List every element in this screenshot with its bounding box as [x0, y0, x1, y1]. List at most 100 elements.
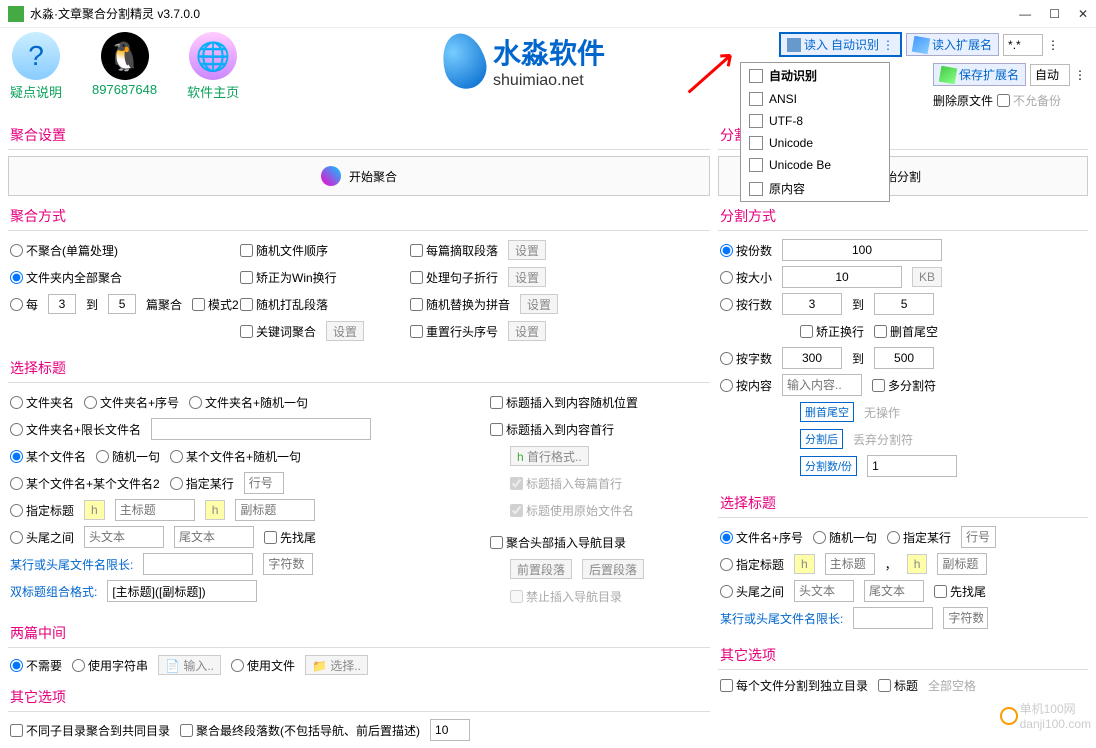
rt-lineno[interactable]: [961, 526, 996, 548]
v-l2[interactable]: [874, 293, 934, 315]
r-size[interactable]: [720, 271, 733, 284]
c-keyword[interactable]: [240, 325, 253, 338]
o-eachdir[interactable]: [720, 679, 733, 692]
c-win-newline[interactable]: [240, 271, 253, 284]
headtxt-input[interactable]: [84, 526, 164, 548]
splitcnt-btn[interactable]: 分割数/份: [800, 456, 857, 476]
t-spectitle[interactable]: [10, 504, 23, 517]
c-title-rand[interactable]: [490, 396, 503, 409]
c-extract[interactable]: [410, 244, 423, 257]
keyword-set[interactable]: 设置: [326, 321, 364, 341]
rt-tail[interactable]: [864, 580, 924, 602]
t-randline[interactable]: [96, 450, 109, 463]
rt-rand[interactable]: [813, 531, 826, 544]
t-fname[interactable]: [10, 396, 23, 409]
close-button[interactable]: ✕: [1078, 7, 1088, 21]
dual-label[interactable]: 双标题组合格式:: [10, 583, 97, 600]
rt-findtail[interactable]: [934, 585, 947, 598]
m-none[interactable]: [10, 659, 23, 672]
m-file[interactable]: [231, 659, 244, 672]
kb-btn[interactable]: KB: [912, 267, 942, 287]
o-title2[interactable]: [878, 679, 891, 692]
minimize-button[interactable]: —: [1019, 7, 1031, 21]
r-count[interactable]: [720, 244, 733, 257]
m-str[interactable]: [72, 659, 85, 672]
rt-limit-label[interactable]: 某行或头尾文件名限长:: [720, 610, 843, 627]
t-file-file2[interactable]: [10, 477, 23, 490]
rt-charcount[interactable]: [943, 607, 988, 629]
rt-main-btn[interactable]: h: [794, 554, 815, 574]
mode2-check[interactable]: [192, 298, 205, 311]
r-lines[interactable]: [720, 298, 733, 311]
radio-folder-all[interactable]: [10, 271, 23, 284]
v-l1[interactable]: [782, 293, 842, 315]
rt-fseq[interactable]: [720, 531, 733, 544]
charcount-input[interactable]: [263, 553, 313, 575]
lineno-input[interactable]: [244, 472, 284, 494]
dd-item-unicode[interactable]: Unicode: [741, 132, 889, 154]
dd-item-utf8[interactable]: UTF-8: [741, 110, 889, 132]
rt-limit[interactable]: [853, 607, 933, 629]
c-title-first[interactable]: [490, 423, 503, 436]
pinyin-set[interactable]: 设置: [520, 294, 558, 314]
findtail-check[interactable]: [264, 531, 277, 544]
c-trimht[interactable]: [874, 325, 887, 338]
saveext-button[interactable]: 保存扩展名: [933, 63, 1026, 86]
trimhead-btn[interactable]: 删首尾空: [800, 402, 854, 422]
limit-val[interactable]: [143, 553, 253, 575]
readin-button[interactable]: 读入 自动识别⋮: [779, 32, 902, 57]
each-to[interactable]: [108, 294, 136, 314]
help-button[interactable]: ? 疑点说明: [10, 32, 62, 101]
t-fname-seq[interactable]: [84, 396, 97, 409]
v-count[interactable]: [782, 239, 942, 261]
rt-head[interactable]: [794, 580, 854, 602]
c-sentence[interactable]: [410, 271, 423, 284]
dd-item-auto[interactable]: 自动识别: [741, 63, 889, 88]
maintitle-btn[interactable]: h: [84, 500, 105, 520]
radio-each[interactable]: [10, 298, 23, 311]
each-from[interactable]: [48, 294, 76, 314]
start-aggregate-button[interactable]: 开始聚合: [8, 156, 710, 196]
maximize-button[interactable]: ☐: [1049, 7, 1060, 21]
o-lastval[interactable]: [430, 719, 470, 741]
rt-sub[interactable]: [937, 553, 987, 575]
sentence-set[interactable]: 设置: [508, 267, 546, 287]
postpara-btn[interactable]: 后置段落: [582, 559, 644, 579]
qq-button[interactable]: 🐧 897687648: [92, 32, 157, 97]
dual-val[interactable]: [107, 580, 257, 602]
limit-label[interactable]: 某行或头尾文件名限长:: [10, 556, 133, 573]
c-multi[interactable]: [872, 379, 885, 392]
readext-button[interactable]: 读入扩展名: [906, 33, 999, 56]
rt-main[interactable]: [825, 553, 875, 575]
r-content[interactable]: [720, 379, 733, 392]
v-c2[interactable]: [874, 347, 934, 369]
tailtxt-input[interactable]: [174, 526, 254, 548]
rt-sub-btn[interactable]: h: [907, 554, 928, 574]
reset-set[interactable]: 设置: [508, 321, 546, 341]
v-content[interactable]: [782, 374, 862, 396]
nobackup-check[interactable]: [997, 94, 1010, 107]
t-fname-limit[interactable]: [10, 423, 23, 436]
prepara-btn[interactable]: 前置段落: [510, 559, 572, 579]
dd-item-unicodebe[interactable]: Unicode Be: [741, 154, 889, 176]
readext-input[interactable]: [1003, 34, 1043, 56]
t-headtail[interactable]: [10, 531, 23, 544]
t-fname-rand[interactable]: [189, 396, 202, 409]
m-input-btn[interactable]: 📄 输入..: [158, 655, 221, 675]
c-fixnl[interactable]: [800, 325, 813, 338]
radio-nomerge[interactable]: [10, 244, 23, 257]
splitval[interactable]: [867, 455, 957, 477]
r-chars[interactable]: [720, 352, 733, 365]
c-pinyin[interactable]: [410, 298, 423, 311]
limit-input[interactable]: [151, 418, 371, 440]
v-c1[interactable]: [782, 347, 842, 369]
firstfmt-btn[interactable]: h 首行格式..: [510, 446, 589, 466]
rt-spec[interactable]: [887, 531, 900, 544]
subtitle-input[interactable]: [235, 499, 315, 521]
rt-headtail[interactable]: [720, 585, 733, 598]
saveext-input[interactable]: [1030, 64, 1070, 86]
t-specline[interactable]: [170, 477, 183, 490]
extract-set[interactable]: 设置: [508, 240, 546, 260]
dd-item-ansi[interactable]: ANSI: [741, 88, 889, 110]
home-button[interactable]: 🌐 软件主页: [187, 32, 239, 101]
